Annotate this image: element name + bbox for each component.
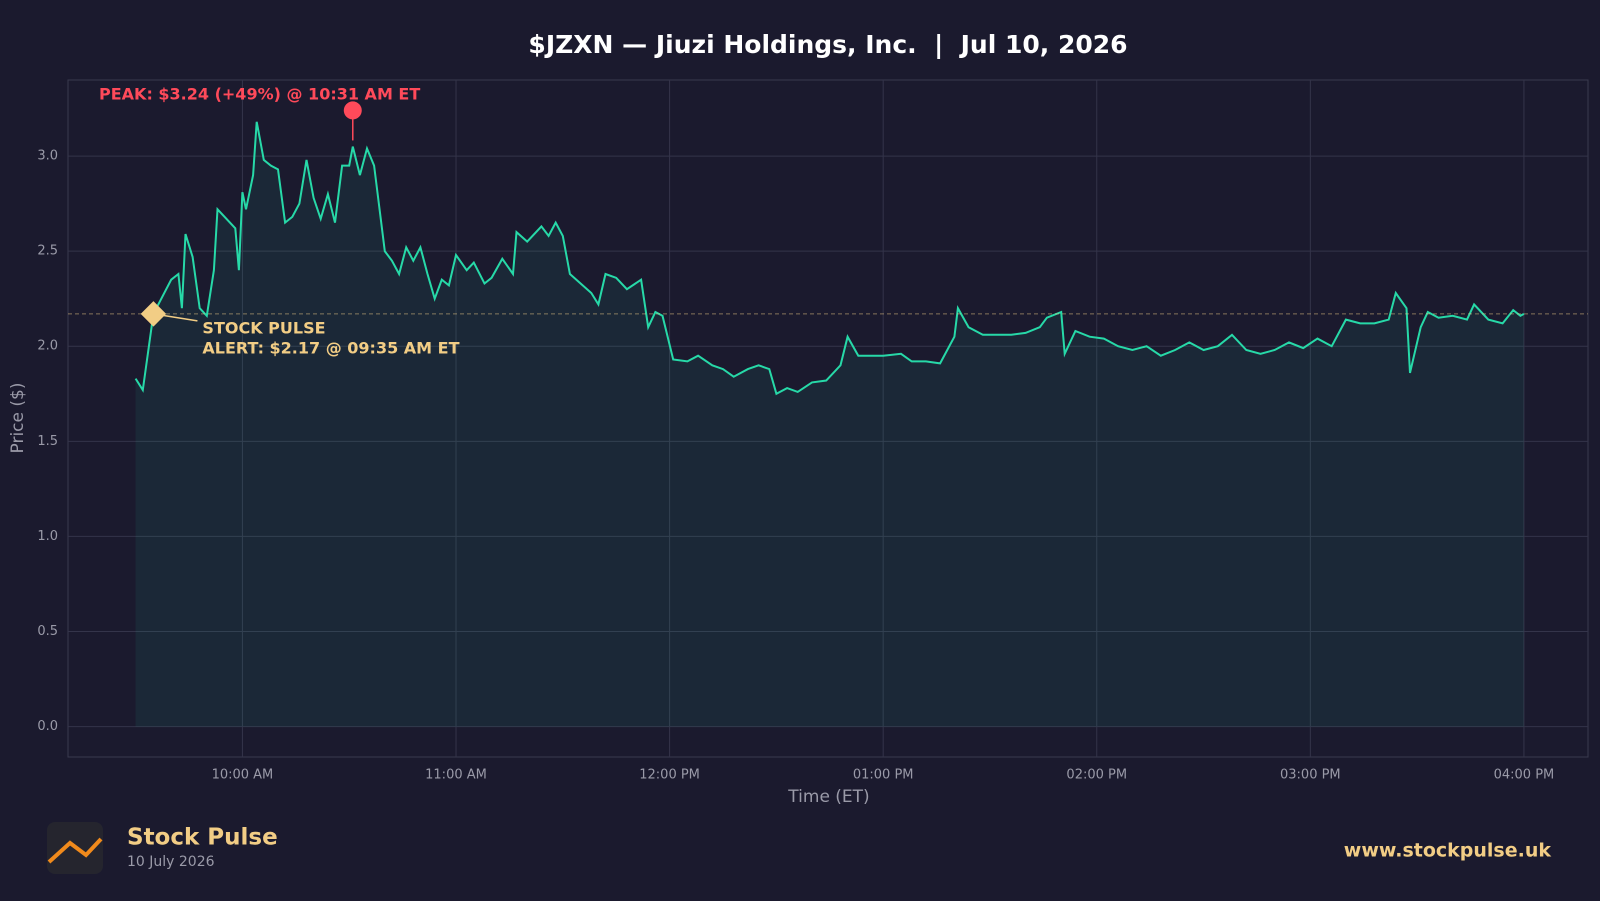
y-tick-label: 0.0 <box>37 719 58 734</box>
y-axis-label: Price ($) <box>8 383 28 454</box>
footer-date: 10 July 2026 <box>127 854 215 870</box>
x-tick-label: 01:00 PM <box>853 768 914 783</box>
x-axis-label: Time (ET) <box>787 787 869 807</box>
y-tick-label: 2.0 <box>37 339 58 354</box>
alert-marker <box>140 301 167 327</box>
area <box>135 121 1524 727</box>
peak-label: PEAK: $3.24 (+49%) @ 10:31 AM ET <box>99 85 420 104</box>
y-tick-label: 2.5 <box>37 244 58 259</box>
x-tick-label: 11:00 AM <box>425 768 487 783</box>
x-tick-label: 03:00 PM <box>1280 768 1341 783</box>
chart-title: $JZXN — Jiuzi Holdings, Inc. | Jul 10, 2… <box>528 30 1127 59</box>
price-line <box>134 121 1525 396</box>
peak-marker <box>343 101 362 120</box>
logo <box>47 822 103 874</box>
alert-label: ALERT: $2.17 @ 09:35 AM ET <box>202 338 459 357</box>
y-tick-label: 1.0 <box>37 529 58 544</box>
x-tick-label: 04:00 PM <box>1494 768 1555 783</box>
y-tick-label: 1.5 <box>37 434 58 449</box>
x-tick-label: 10:00 AM <box>212 768 274 783</box>
x-tick-label: 02:00 PM <box>1066 768 1127 783</box>
x-tick-label: 12:00 PM <box>639 768 700 783</box>
alert-label: STOCK PULSE <box>202 318 325 337</box>
y-tick-label: 0.5 <box>37 624 58 639</box>
website-url: www.stockpulse.uk <box>1344 840 1552 862</box>
brand-name: Stock Pulse <box>127 825 278 851</box>
y-tick-label: 3.0 <box>37 149 58 164</box>
plot-area <box>67 79 1589 758</box>
